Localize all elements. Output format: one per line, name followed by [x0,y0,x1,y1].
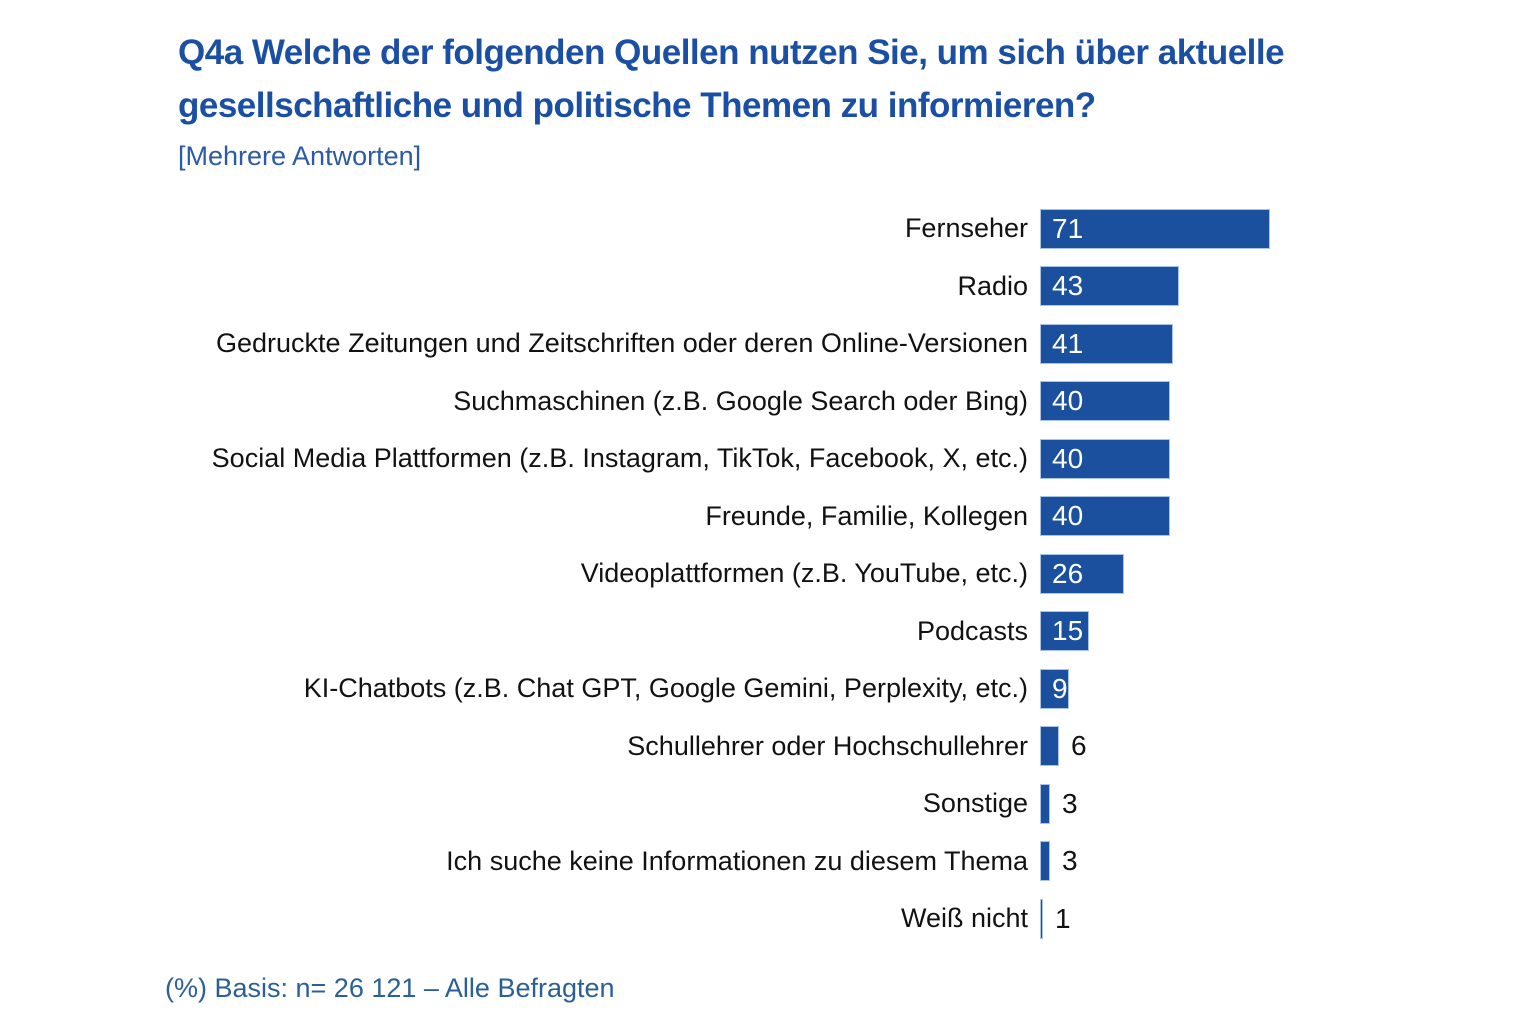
value-label: 40 [1052,442,1084,474]
bar [1040,783,1050,824]
chart-row: Ich suche keine Informationen zu diesem … [0,833,1530,891]
value-label: 6 [1071,730,1087,762]
bar-area: 40 [1040,496,1170,537]
bar [1040,898,1043,939]
chart-row: Fernseher 71 [0,200,1530,258]
chart-subtitle: [Mehrere Antworten] [178,141,422,171]
value-label: 3 [1062,845,1078,877]
chart-row: Suchmaschinen (z.B. Google Search oder B… [0,373,1530,431]
category-label: Podcasts [916,615,1028,646]
category-label: Freunde, Familie, Kollegen [705,500,1028,531]
value-label: 43 [1052,270,1084,302]
value-label: 3 [1062,787,1078,819]
chart-row: KI-Chatbots (z.B. Chat GPT, Google Gemin… [0,660,1530,718]
bar-area: 71 [1040,208,1270,249]
chart-row: Freunde, Familie, Kollegen 40 [0,488,1530,546]
chart-title-line-2: gesellschaftliche und politische Themen … [178,86,1096,125]
title-block: Q4a Welche der folgenden Quellen nutzen … [178,26,1498,172]
bar-chart: Fernseher 71 Radio 43 Gedruckte Zeitungen un… [0,200,1530,948]
bar [1040,841,1050,882]
chart-row: Schullehrer oder Hochschullehrer 6 [0,718,1530,776]
bar: 43 [1040,266,1179,307]
value-label: 9 [1052,672,1068,704]
bar-area: 40 [1040,381,1170,422]
value-label: 71 [1052,212,1084,244]
category-label: Sonstige [922,788,1028,819]
bar-area: 15 [1040,611,1089,652]
value-label: 40 [1052,500,1084,532]
value-label: 41 [1052,327,1084,359]
category-label: Fernseher [904,213,1028,244]
category-label: Schullehrer oder Hochschullehrer [627,730,1028,761]
bar-area: 9 [1040,668,1069,709]
bar-area: 43 [1040,266,1179,307]
value-label: 1 [1055,902,1071,934]
bar-area: 40 [1040,438,1170,479]
basis-note: (%) Basis: n= 26 121 – Alle Befragten [165,973,615,1003]
chart-title-line-1: Q4a Welche der folgenden Quellen nutzen … [178,33,1285,72]
category-label: KI-Chatbots (z.B. Chat GPT, Google Gemin… [303,673,1028,704]
bar: 41 [1040,323,1173,364]
category-label: Radio [957,270,1028,301]
bar-area: 26 [1040,553,1124,594]
chart-row: Podcasts 15 [0,603,1530,661]
bar: 9 [1040,668,1069,709]
chart-row: Weiß nicht 1 [0,890,1530,948]
bar-area: 41 [1040,323,1173,364]
category-label: Social Media Plattformen (z.B. Instagram… [211,443,1028,474]
chart-row: Sonstige 3 [0,775,1530,833]
bar: 40 [1040,496,1170,537]
chart-row: Social Media Plattformen (z.B. Instagram… [0,430,1530,488]
bar: 15 [1040,611,1089,652]
bar: 71 [1040,208,1270,249]
category-label: Ich suche keine Informationen zu diesem … [446,845,1028,876]
category-label: Gedruckte Zeitungen und Zeitschriften od… [216,328,1028,359]
category-label: Videoplattformen (z.B. YouTube, etc.) [580,558,1028,589]
bar: 40 [1040,381,1170,422]
bar-area: 3 [1040,841,1078,882]
value-label: 26 [1052,557,1084,589]
bar: 26 [1040,553,1124,594]
chart-row: Videoplattformen (z.B. YouTube, etc.) 26 [0,545,1530,603]
bar: 40 [1040,438,1170,479]
bar-area: 6 [1040,726,1087,767]
bar-area: 1 [1040,898,1071,939]
bar-area: 3 [1040,783,1078,824]
value-label: 40 [1052,385,1084,417]
chart-row: Gedruckte Zeitungen und Zeitschriften od… [0,315,1530,373]
chart-row: Radio 43 [0,258,1530,316]
category-label: Weiß nicht [900,903,1028,934]
value-label: 15 [1052,615,1084,647]
category-label: Suchmaschinen (z.B. Google Search oder B… [453,385,1028,416]
bar [1040,726,1059,767]
